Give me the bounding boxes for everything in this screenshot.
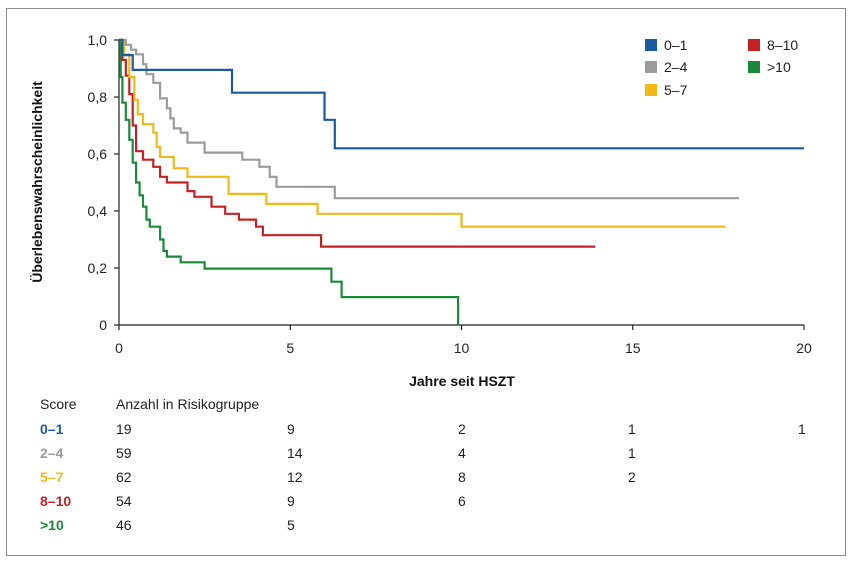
axes: 0 5 10 15 20 0 0,2 0,4 0,6 0,8 1,0 <box>88 32 812 356</box>
risk-count: 4 <box>458 445 466 461</box>
y-tick-label: 0,2 <box>88 260 108 276</box>
risk-count: 14 <box>287 445 303 461</box>
risk-count: 59 <box>116 445 132 461</box>
risk-count: 8 <box>458 469 466 485</box>
series-line-5-7 <box>119 38 726 228</box>
chart-frame <box>6 8 846 556</box>
survival-chart: 0 5 10 15 20 0 0,2 0,4 0,6 0,8 1,0 0–1 2–4 5–7 8–10 >1… <box>29 32 812 389</box>
y-tick-label: 1,0 <box>88 32 108 48</box>
risk-header-count: Anzahl in Risikogruppe <box>116 396 260 412</box>
risk-score-label: 0–1 <box>40 421 64 437</box>
series-line--10 <box>119 38 460 325</box>
y-tick-label: 0,8 <box>88 89 108 105</box>
x-tick-label: 15 <box>625 340 641 356</box>
risk-count: 5 <box>287 517 295 533</box>
risk-score-label: 5–7 <box>40 469 64 485</box>
risk-score-label: 8–10 <box>40 493 72 509</box>
legend-label: 8–10 <box>767 37 798 53</box>
risk-count: 6 <box>458 493 466 509</box>
risk-count: 62 <box>116 469 132 485</box>
risk-count: 54 <box>116 493 132 509</box>
x-axis-title: Jahre seit HSZT <box>409 373 515 389</box>
survival-curves <box>119 38 804 325</box>
legend: 0–1 2–4 5–7 8–10 >10 <box>645 37 798 98</box>
y-tick-label: 0,4 <box>88 203 108 219</box>
legend-label: 0–1 <box>664 37 688 53</box>
legend-swatch <box>748 39 760 51</box>
series-line-8-10 <box>119 38 596 248</box>
y-tick-label: 0,6 <box>88 146 108 162</box>
series-line-2-4 <box>119 38 739 200</box>
risk-count: 12 <box>287 469 303 485</box>
risk-count: 19 <box>116 421 132 437</box>
y-tick-label: 0 <box>99 317 107 333</box>
series-line-0-1 <box>119 38 804 150</box>
legend-swatch <box>748 61 760 73</box>
risk-count: 9 <box>287 493 295 509</box>
legend-swatch <box>645 39 657 51</box>
legend-swatch <box>645 61 657 73</box>
risk-count: 1 <box>798 421 806 437</box>
risk-count: 1 <box>628 445 636 461</box>
risk-count: 2 <box>628 469 636 485</box>
risk-count: 9 <box>287 421 295 437</box>
x-tick-label: 0 <box>115 340 123 356</box>
risk-header-score: Score <box>40 396 77 412</box>
y-axis-title: Überlebenswahrscheinlichkeit <box>29 81 45 283</box>
x-tick-label: 5 <box>286 340 294 356</box>
risk-count: 2 <box>458 421 466 437</box>
legend-label: >10 <box>767 59 791 75</box>
risk-count: 46 <box>116 517 132 533</box>
risk-score-label: >10 <box>40 517 64 533</box>
risk-score-label: 2–4 <box>40 445 64 461</box>
x-tick-label: 10 <box>454 340 470 356</box>
legend-label: 2–4 <box>664 59 688 75</box>
legend-swatch <box>645 84 657 96</box>
risk-count: 1 <box>628 421 636 437</box>
x-tick-label: 20 <box>796 340 812 356</box>
legend-label: 5–7 <box>664 82 688 98</box>
